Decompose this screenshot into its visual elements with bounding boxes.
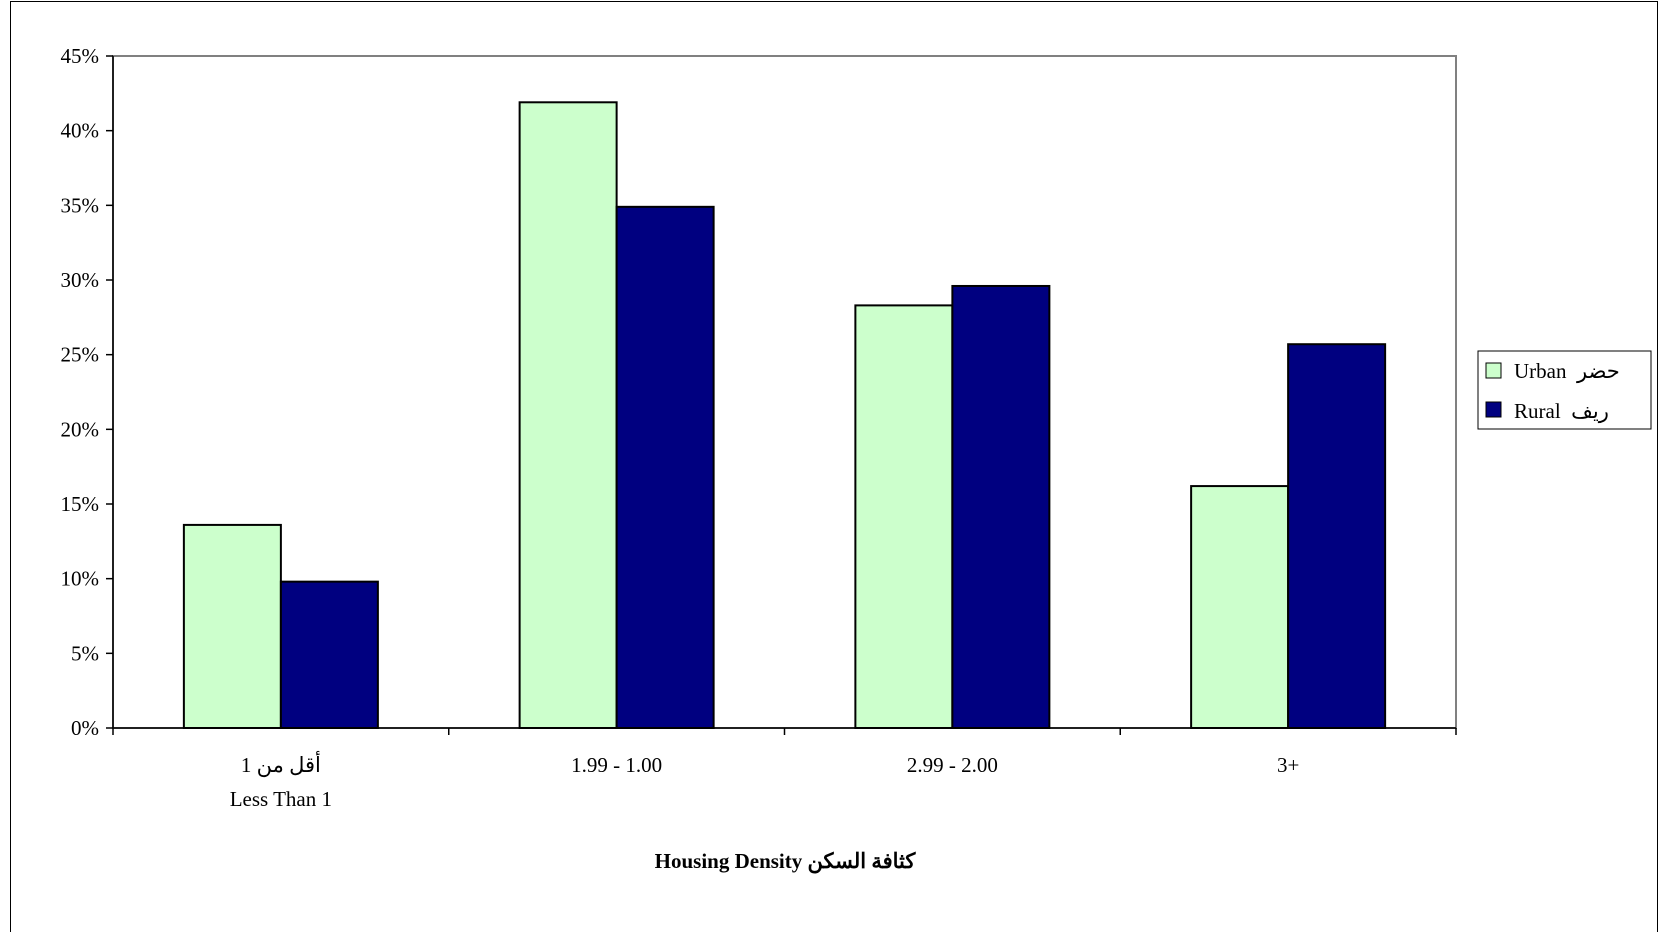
bar-urban-3 [1190,485,1290,729]
legend-label-urban: Urban حضر [1514,359,1620,384]
y-tick-label: 20% [61,417,100,441]
bar-rural-3 [1287,343,1387,729]
legend-swatch-urban [1485,362,1502,379]
x-category-label-sub: Less Than 1 [230,787,332,811]
y-tick-label: 0% [71,716,99,740]
y-tick-label: 40% [61,119,100,143]
y-tick-label: 30% [61,268,100,292]
legend-label-rural: Rural ريف [1514,399,1609,424]
y-tick-label: 5% [71,641,99,665]
x-category-label: 2.99 - 2.00 [907,753,998,777]
legend-swatch-rural [1485,401,1502,418]
legend: Urban حضر Rural ريف [1477,350,1652,430]
x-category-label: أقل من 1 [241,750,321,778]
bar-rural-0 [279,580,379,729]
y-tick-label: 35% [61,193,100,217]
bars [182,101,1387,730]
y-tick-label: 15% [61,492,100,516]
bar-rural-1 [615,205,715,729]
bar-urban-0 [182,523,282,730]
x-axis-title: Housing Density كثافة السكن [655,849,917,874]
y-tick-label: 45% [61,44,100,68]
x-category-label: 1.99 - 1.00 [571,753,662,777]
x-axis: أقل من 1 Less Than 1 1.99 - 1.00 2.99 - 2.0… [112,728,1457,811]
y-tick-label: 25% [61,343,100,367]
x-category-label: 3+ [1277,753,1299,777]
legend-box [1477,350,1652,430]
y-tick-label: 10% [61,567,100,591]
y-axis: 0% 5% 10% 15% 20% 25% 30% 35% 40% 45% [61,44,113,740]
bar-urban-2 [854,304,954,729]
bar-rural-2 [951,284,1051,729]
bar-urban-1 [518,101,618,729]
